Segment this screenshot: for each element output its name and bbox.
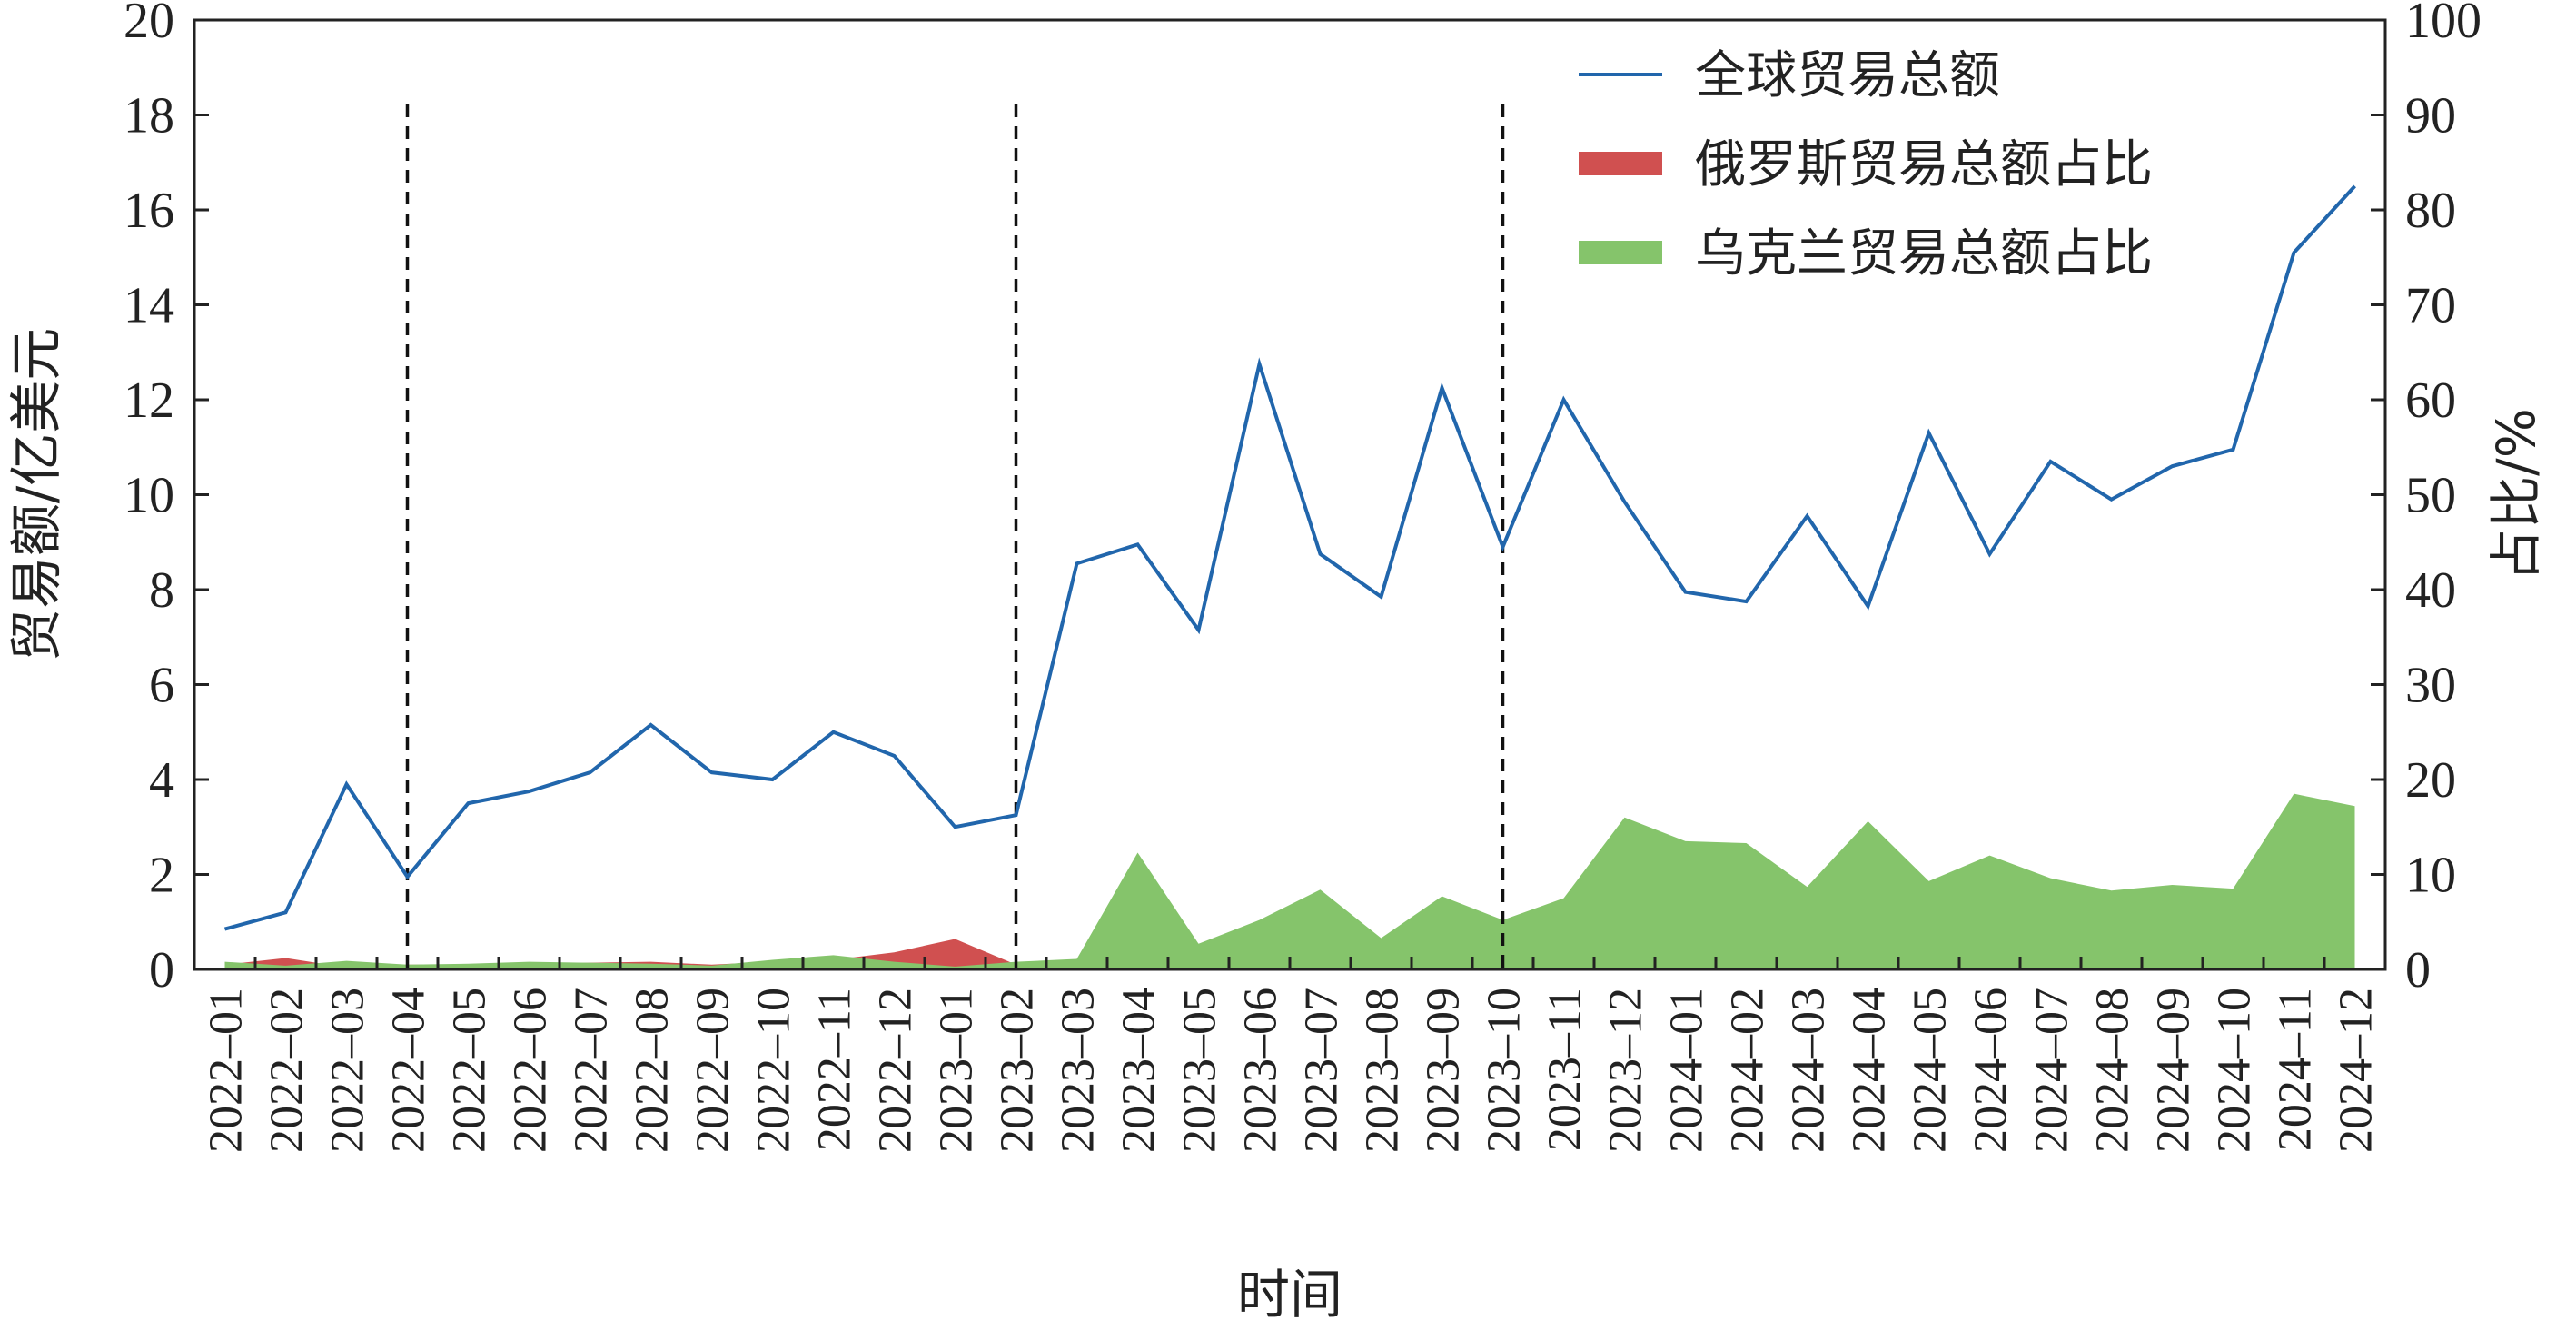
left-tick-label: 2: [149, 848, 174, 904]
left-tick-label: 14: [124, 278, 174, 334]
right-axis: 0 10 20 30 40 50 60 70 80 90 100: [2371, 0, 2482, 998]
x-tick-label: 2023–05: [1174, 988, 1226, 1153]
x-tick-label: 2024–04: [1844, 988, 1896, 1153]
x-tick-label: 2023–03: [1053, 988, 1105, 1153]
right-tick-label: 70: [2405, 278, 2456, 334]
left-tick-label: 0: [149, 942, 174, 998]
right-tick-label: 40: [2405, 562, 2456, 619]
x-tick-label: 2024–01: [1661, 988, 1713, 1153]
x-tick-label: 2024–10: [2209, 988, 2261, 1153]
right-y-axis-label: 占比/%: [2485, 408, 2547, 581]
x-tick-label: 2024–08: [2087, 988, 2139, 1153]
left-tick-label: 18: [124, 88, 174, 144]
left-tick-label: 20: [124, 0, 174, 49]
x-tick-label: 2022–10: [748, 988, 800, 1153]
right-tick-label: 30: [2405, 658, 2456, 714]
x-tick-label: 2023–02: [992, 988, 1044, 1153]
x-tick-label: 2023–07: [1296, 988, 1348, 1153]
x-axis: 2022–01 2022–02 2022–03 2022–04 2022–05 2022–…: [193, 957, 2387, 1153]
x-tick-label: 2022–01: [201, 988, 253, 1153]
legend-area-swatch: [1579, 241, 1662, 264]
x-tick-label: 2023–12: [1600, 988, 1652, 1153]
left-tick-label: 12: [124, 372, 174, 429]
area-layer: [224, 793, 2355, 969]
left-tick-label: 10: [124, 468, 174, 524]
left-tick-label: 4: [149, 752, 174, 809]
right-tick-label: 0: [2405, 942, 2431, 998]
x-tick-label: 2024–03: [1783, 988, 1835, 1153]
x-tick-label: 2022–02: [262, 988, 313, 1153]
left-tick-label: 8: [149, 562, 174, 619]
right-tick-label: 90: [2405, 88, 2456, 144]
x-tick-label: 2022–05: [444, 988, 496, 1153]
x-tick-label: 2022–07: [566, 988, 618, 1153]
x-tick-label: 2023–01: [931, 988, 983, 1153]
x-tick-label: 2023–09: [1418, 988, 1470, 1153]
right-tick-label: 50: [2405, 468, 2456, 524]
line-layer: [223, 184, 2356, 931]
x-tick-label: 2023–11: [1540, 988, 1591, 1151]
left-axis: 0 2 4 6 8 10 12 14 16 18 20: [124, 0, 209, 998]
line-series-0: [223, 184, 2356, 931]
x-tick-label: 2022–12: [870, 988, 922, 1153]
legend-label: 俄罗斯贸易总额占比: [1695, 135, 2153, 194]
x-tick-label: 2024–05: [1905, 988, 1957, 1153]
x-tick-label: 2022–03: [322, 988, 374, 1153]
legend-area-swatch: [1579, 152, 1662, 175]
x-axis-label: 时间: [1237, 1264, 1342, 1321]
reference-lines: [405, 104, 1505, 969]
right-tick-label: 80: [2405, 183, 2456, 239]
left-tick-label: 6: [149, 658, 174, 714]
x-tick-label: 2023–06: [1235, 988, 1287, 1153]
x-tick-label: 2024–12: [2331, 988, 2383, 1153]
x-tick-label: 2024–07: [2026, 988, 2078, 1153]
left-tick-label: 16: [124, 183, 174, 239]
left-y-axis-label: 贸易额/亿美元: [5, 328, 67, 662]
x-tick-label: 2023–08: [1357, 988, 1409, 1153]
legend-label: 乌克兰贸易总额占比: [1695, 224, 2153, 283]
x-tick-label: 2022–04: [383, 988, 435, 1153]
x-tick-label: 2024–09: [2148, 988, 2200, 1153]
area-series-2: [224, 793, 2355, 969]
x-tick-label: 2022–09: [688, 988, 739, 1153]
x-tick-label: 2023–04: [1114, 988, 1165, 1153]
x-tick-label: 2024–06: [1966, 988, 2017, 1153]
x-tick-label: 2023–10: [1479, 988, 1531, 1153]
right-tick-label: 100: [2405, 0, 2482, 49]
x-tick-label: 2022–08: [627, 988, 679, 1153]
x-tick-label: 2024–02: [1722, 988, 1774, 1153]
right-tick-label: 10: [2405, 848, 2456, 904]
right-tick-label: 20: [2405, 752, 2456, 809]
x-tick-label: 2024–11: [2270, 988, 2322, 1151]
x-tick-label: 2022–11: [809, 988, 861, 1151]
legend-label: 全球贸易总额: [1695, 46, 2000, 105]
right-tick-label: 60: [2405, 372, 2456, 429]
x-tick-label: 2022–06: [505, 988, 557, 1153]
